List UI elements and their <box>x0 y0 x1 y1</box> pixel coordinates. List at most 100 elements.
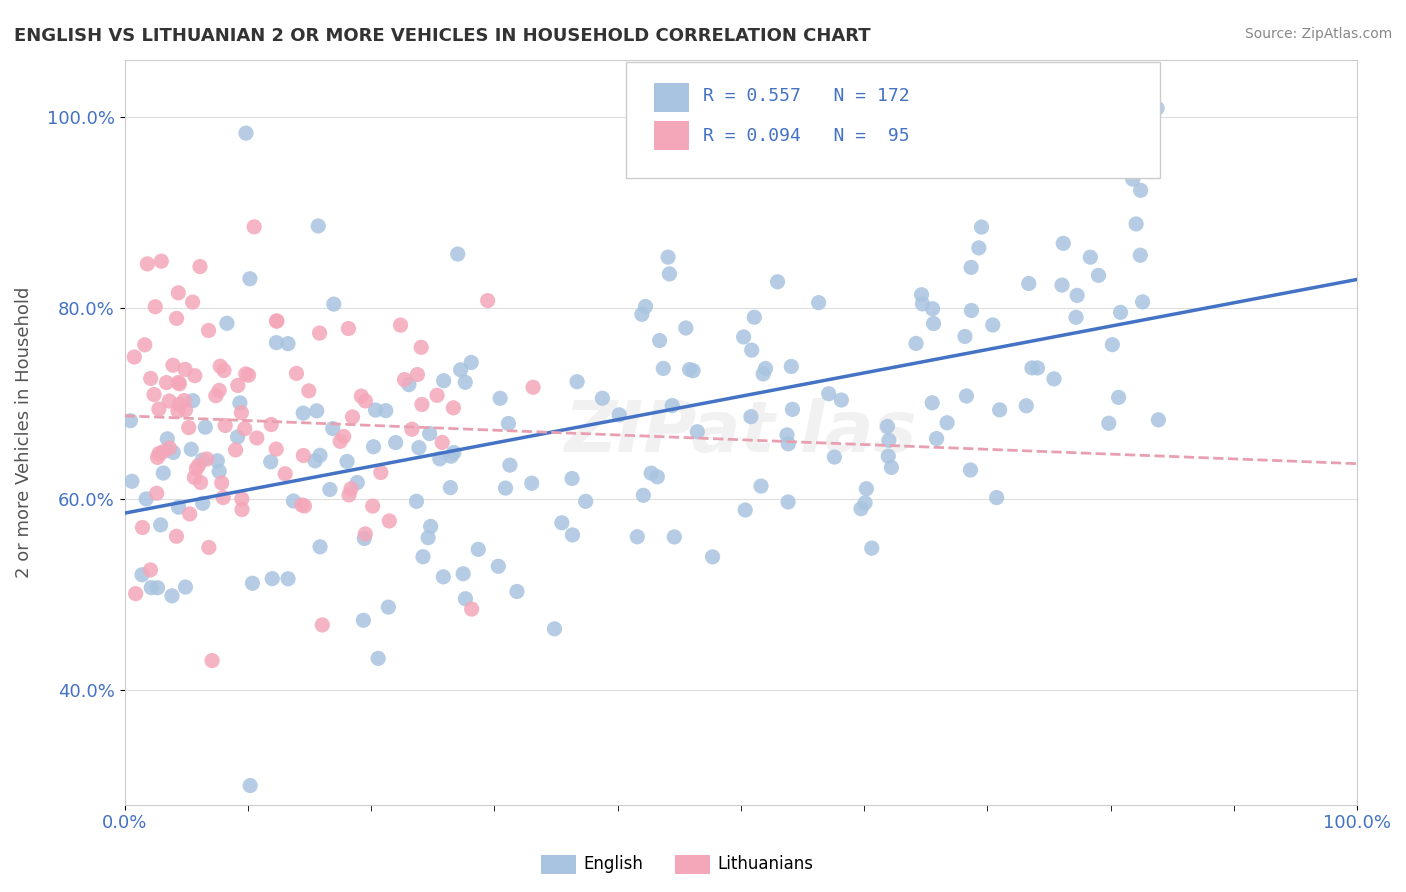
Point <box>780 359 803 374</box>
Point <box>174 580 197 594</box>
Point <box>426 388 449 402</box>
Point <box>212 491 235 505</box>
Point <box>177 420 200 434</box>
Point <box>167 500 190 515</box>
Point <box>460 602 482 616</box>
Point <box>647 470 669 484</box>
Point <box>740 409 762 424</box>
Point <box>242 576 264 591</box>
Point <box>742 310 765 325</box>
Point <box>165 529 187 543</box>
Point <box>239 779 262 793</box>
Point <box>226 378 249 392</box>
Point <box>657 250 679 264</box>
Point <box>384 435 406 450</box>
Point <box>211 475 233 490</box>
Point <box>235 126 257 140</box>
Point <box>329 434 352 449</box>
Point <box>394 373 416 387</box>
Point <box>454 376 477 390</box>
Point <box>489 392 512 406</box>
Point <box>853 496 876 510</box>
Point <box>136 257 159 271</box>
Point <box>1132 294 1154 309</box>
Point <box>305 404 328 418</box>
Point <box>342 409 364 424</box>
Point <box>682 364 704 378</box>
Point <box>561 471 583 485</box>
Point <box>346 475 368 490</box>
Point <box>591 391 613 405</box>
Point <box>419 426 441 441</box>
Point <box>640 466 662 480</box>
Point <box>235 367 257 381</box>
Point <box>121 475 143 489</box>
Point <box>1101 337 1123 351</box>
Point <box>231 502 253 516</box>
Point <box>167 376 190 390</box>
Point <box>190 475 212 490</box>
Point <box>145 486 167 500</box>
Point <box>960 303 983 318</box>
Point <box>169 398 191 412</box>
Point <box>311 618 333 632</box>
Point <box>477 293 499 308</box>
Point <box>936 416 959 430</box>
Point <box>988 403 1011 417</box>
Point <box>749 479 772 493</box>
Point <box>1108 391 1130 405</box>
Point <box>274 467 297 481</box>
Point <box>208 465 231 479</box>
Point <box>429 451 451 466</box>
Point <box>520 476 543 491</box>
Point <box>319 483 342 497</box>
Text: English: English <box>583 855 644 873</box>
Point <box>148 447 170 461</box>
Point <box>135 491 157 506</box>
Point <box>162 358 184 372</box>
Point <box>439 481 461 495</box>
Point <box>419 519 441 533</box>
Point <box>143 300 166 314</box>
Point <box>208 384 231 398</box>
Point <box>441 401 464 415</box>
Point <box>921 301 943 316</box>
Point <box>733 330 755 344</box>
Point <box>1129 183 1152 197</box>
Point <box>495 481 517 495</box>
Point <box>1122 172 1144 186</box>
Point <box>322 297 344 311</box>
Point <box>460 355 482 369</box>
Point <box>191 496 214 510</box>
Point <box>551 516 574 530</box>
Point <box>922 317 945 331</box>
Point <box>1078 250 1101 264</box>
Point <box>239 272 262 286</box>
Point <box>1087 268 1109 283</box>
Point <box>156 432 179 446</box>
Point <box>807 295 830 310</box>
Point <box>1018 277 1040 291</box>
Point <box>1066 288 1088 302</box>
Point <box>1064 117 1087 131</box>
Point <box>294 499 316 513</box>
Point <box>411 397 433 411</box>
Point <box>361 499 384 513</box>
Point <box>166 311 188 326</box>
Point <box>179 507 201 521</box>
Point <box>955 389 977 403</box>
Point <box>207 454 229 468</box>
Point <box>408 441 430 455</box>
Point <box>260 455 283 469</box>
Point <box>149 517 172 532</box>
Point <box>1147 413 1170 427</box>
Point <box>454 591 477 606</box>
Point <box>354 393 377 408</box>
Point <box>389 318 412 332</box>
Point <box>212 363 235 377</box>
Point <box>162 445 184 459</box>
Point <box>377 600 399 615</box>
Point <box>167 285 190 300</box>
Point <box>782 402 804 417</box>
Point <box>148 402 170 417</box>
